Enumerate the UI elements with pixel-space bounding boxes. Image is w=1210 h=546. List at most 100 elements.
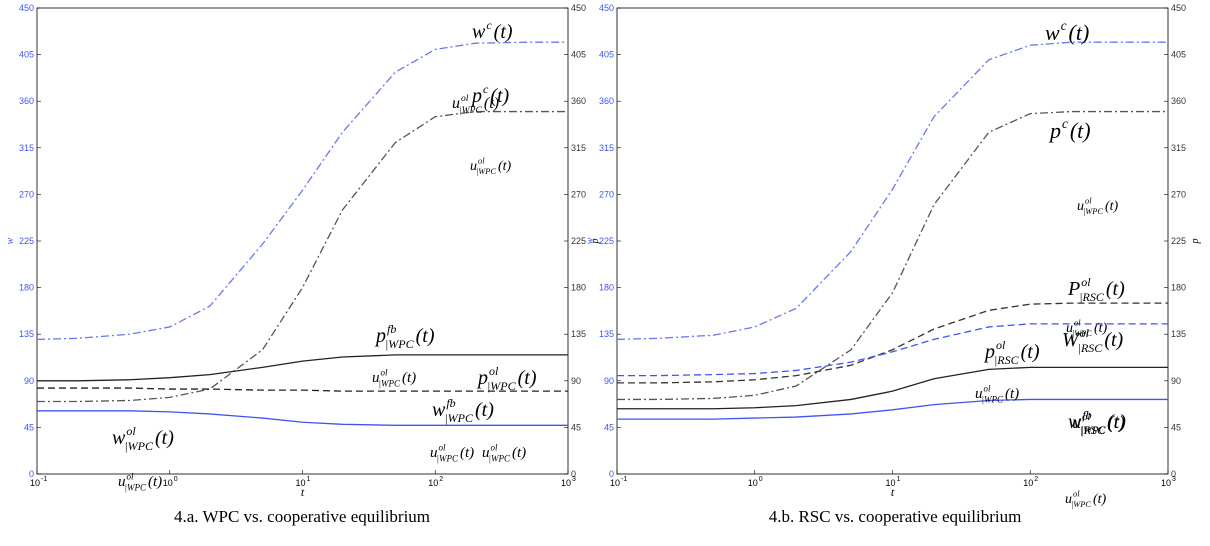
y2-tick-label: 180 <box>571 283 586 293</box>
y-tick-label: 45 <box>604 422 614 432</box>
annotation-sub: |WPC <box>1071 500 1091 509</box>
annotation-sub: |WPC <box>1080 424 1107 436</box>
annotation-sub: |WPC <box>487 379 517 393</box>
y2-tick-label: 0 <box>1171 469 1176 479</box>
annotation-sup: ol <box>439 442 447 452</box>
y-tick-label: 0 <box>29 469 34 479</box>
annotation-arg: (t) <box>460 445 474 461</box>
y2-tick-label: 360 <box>1171 96 1186 106</box>
y-tick-label: 225 <box>19 236 34 246</box>
y2-tick-label: 0 <box>571 469 576 479</box>
annotation-arg: (t) <box>402 370 416 386</box>
annotation-sub: |WPC <box>437 454 459 464</box>
annotation-arg: (t) <box>155 427 174 449</box>
annotation-arg: (t) <box>1069 20 1090 45</box>
y-tick-label: 135 <box>599 329 614 339</box>
y2-tick-label: 45 <box>571 422 581 432</box>
annotation-base: p <box>374 325 386 347</box>
annotation-arg: (t) <box>1070 118 1091 143</box>
x-tick-sup: -1 <box>41 476 47 483</box>
annotation-sup: ol <box>1074 319 1081 328</box>
x-tick-label: 10 <box>163 478 173 488</box>
annotation-sub: |RSC <box>1078 341 1104 355</box>
y-tick-label: 270 <box>599 189 614 199</box>
annotation-base: W <box>1062 329 1081 351</box>
annotation-sup: ol <box>996 338 1006 352</box>
annotation-sup: ol <box>1085 197 1092 206</box>
annotation-sub: |WPC <box>385 337 415 351</box>
annotation-sub: |WPC <box>476 167 496 176</box>
annotation-sub: |WPC <box>379 379 401 389</box>
y-tick-label: 360 <box>599 96 614 106</box>
y-tick-label: 180 <box>599 283 614 293</box>
plot-frame <box>616 7 1169 475</box>
annotation-sup: ol <box>461 93 469 104</box>
y-tick-label: 405 <box>599 50 614 60</box>
series-line <box>617 323 1168 377</box>
x-tick-sup: 0 <box>174 476 178 483</box>
annotation-arg: (t) <box>475 399 494 421</box>
annotation-base: u <box>430 445 438 461</box>
annotation-sub: |WPC <box>1072 329 1092 338</box>
y2-tick-label: 405 <box>571 50 586 60</box>
annotation-base: u <box>452 95 460 112</box>
y2-tick-label: 180 <box>1171 283 1186 293</box>
annotation-sup: fb <box>1082 408 1091 422</box>
annotation-sub: |WPC <box>459 105 482 116</box>
x-tick-label: 10 <box>561 478 571 488</box>
annotation-base: u <box>372 370 380 386</box>
y2-tick-label: 270 <box>571 189 586 199</box>
annotation-sub: |WPC <box>982 395 1004 405</box>
series-line <box>617 302 1168 384</box>
y2-tick-label: 135 <box>571 329 586 339</box>
caption: 4.b. RSC vs. cooperative equilibrium <box>769 507 1022 526</box>
annotation-sup: ol <box>126 424 136 438</box>
annotation-base: u <box>482 445 490 461</box>
annotation-arg: (t) <box>1105 199 1119 214</box>
y2-tick-label: 90 <box>571 376 581 386</box>
annotation-sub: |RSC <box>1080 423 1106 437</box>
annotation-sup: fb <box>446 396 455 410</box>
y2-tick-label: 270 <box>1171 189 1186 199</box>
annotation-sup: c <box>483 82 489 96</box>
series-line <box>37 410 568 426</box>
y2-axis-label: p <box>1190 239 1201 245</box>
annotation-arg: (t) <box>148 474 162 490</box>
annotation-sup: ol <box>489 364 499 378</box>
y-tick-label: 90 <box>604 376 614 386</box>
annotation-sup: c <box>1062 116 1068 131</box>
annotation-arg: (t) <box>498 159 512 174</box>
annotation-sup: c <box>1061 18 1067 33</box>
annotation-sub: |WPC <box>489 454 511 464</box>
series-line <box>37 354 568 382</box>
y-tick-label: 225 <box>599 236 614 246</box>
annotation-base: p <box>1048 118 1061 143</box>
y-tick-label: 0 <box>609 469 614 479</box>
annotation-sup: ol <box>491 442 499 452</box>
annotation-sup: fb <box>387 322 396 336</box>
x-tick-label: 10 <box>1023 478 1033 488</box>
y2-tick-label: 315 <box>571 143 586 153</box>
y2-tick-label: 45 <box>1171 422 1181 432</box>
y2-tick-label: 405 <box>1171 50 1186 60</box>
annotation-arg: (t) <box>1106 278 1125 300</box>
annotation-base: u <box>1072 412 1081 432</box>
annotation-sub: |RSC <box>994 353 1020 367</box>
annotation-base: u <box>1066 321 1073 336</box>
annotation-sup: ol <box>984 383 992 393</box>
y-axis-label: w <box>5 237 16 244</box>
annotation-sup: ol <box>1081 275 1091 289</box>
y2-tick-label: 450 <box>571 3 586 13</box>
annotation-arg: (t) <box>490 85 509 107</box>
x-tick-sup: 3 <box>572 476 576 483</box>
series-line <box>616 41 1168 341</box>
annotation-base: w <box>112 427 126 449</box>
x-tick-label: 10 <box>1161 478 1171 488</box>
y-tick-label: 450 <box>599 3 614 13</box>
x-tick-label: 10 <box>30 478 40 488</box>
x-tick-sup: 2 <box>439 476 443 483</box>
annotation-base: w <box>1068 411 1082 433</box>
annotation-base: p <box>983 341 995 363</box>
x-tick-sup: 1 <box>897 476 901 483</box>
y2-tick-label: 135 <box>1171 329 1186 339</box>
